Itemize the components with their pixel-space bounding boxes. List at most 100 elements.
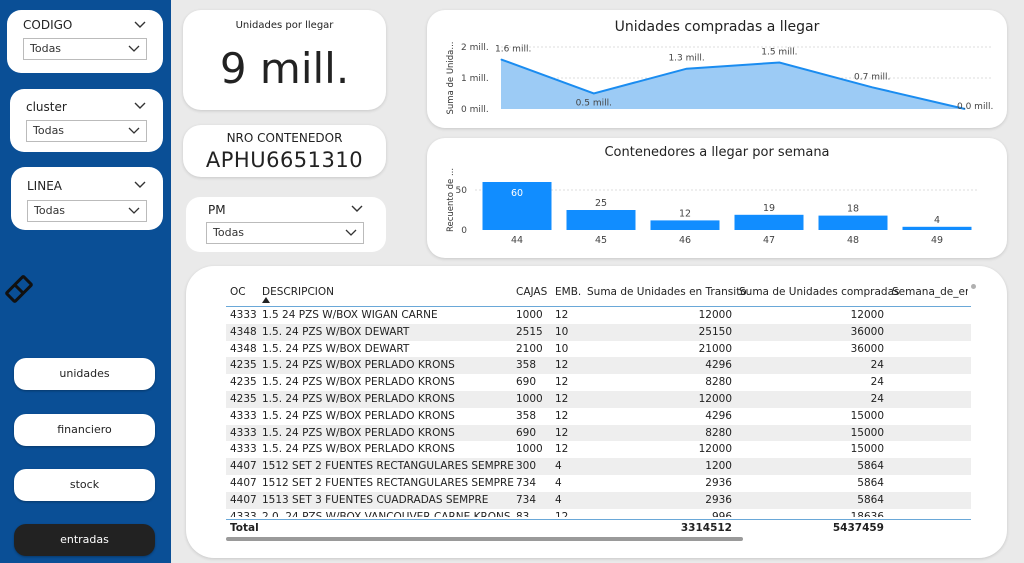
chevron-down-icon[interactable]	[350, 202, 364, 216]
table-row[interactable]: 4333 1.5. 24 PZS W/BOX PERLADO KRONS 358 12…	[226, 408, 971, 425]
cell-descripcion: 1512 SET 2 FUENTES RECTANGULARES SEMPRE	[262, 460, 514, 473]
bar-chart-bar[interactable]	[650, 220, 720, 230]
table-row[interactable]: 4333 1.5. 24 PZS W/BOX PERLADO KRONS 1000 1…	[226, 441, 971, 458]
header-oc[interactable]: OC	[230, 286, 246, 298]
bar-chart-category-label: 48	[847, 235, 859, 246]
bar-chart-category-label: 49	[931, 235, 943, 246]
bar-chart-data-label: 4	[934, 215, 940, 226]
table-row[interactable]: 4235 1.5. 24 PZS W/BOX PERLADO KRONS 358 12…	[226, 357, 971, 375]
bar-chart-category-label: 47	[763, 235, 775, 246]
table-body[interactable]: 4333 1.5 24 PZS W/BOX WIGAN CARNE 1000 12 12…	[226, 307, 971, 517]
cell-unidades-compradas: 15000	[850, 426, 884, 439]
area-chart-ylabel: Suma de Unida...	[446, 42, 456, 115]
header-emb[interactable]: EMB.	[555, 286, 582, 298]
slicer-cluster[interactable]: cluster Todas	[10, 89, 163, 152]
area-chart-point[interactable]	[686, 68, 688, 70]
cell-unidades-transito: 2936	[705, 493, 732, 506]
chevron-down-icon[interactable]	[133, 99, 147, 113]
horizontal-scrollbar[interactable]	[226, 537, 743, 541]
cell-unidades-compradas: 15000	[850, 443, 884, 456]
eraser-icon[interactable]	[2, 272, 36, 306]
header-descripcion[interactable]: DESCRIPCION	[262, 286, 334, 298]
area-chart-point[interactable]	[871, 86, 873, 88]
cell-unidades-transito: 21000	[698, 342, 732, 355]
bar-chart-bar[interactable]	[482, 182, 552, 230]
cell-descripcion: 1.5 24 PZS W/BOX WIGAN CARNE	[262, 309, 438, 321]
cell-cajas: 358	[516, 359, 537, 372]
nav-unidades-button[interactable]: unidades	[14, 358, 155, 390]
area-chart-point[interactable]	[964, 108, 966, 110]
area-chart-data-label: 1.6 mill.	[495, 44, 531, 54]
bar-chart-bar[interactable]	[566, 210, 636, 230]
area-chart-series-line[interactable]	[500, 58, 966, 110]
area-chart-data-label: 0.0 mill.	[957, 102, 993, 112]
slicer-pm-dropdown[interactable]: Todas	[206, 222, 364, 244]
bar-chart-ytick: 0	[461, 226, 467, 236]
total-compradas: 5437459	[832, 522, 884, 534]
cell-oc: 4407	[230, 476, 257, 489]
area-chart-point[interactable]	[778, 62, 780, 63]
cell-cajas: 2515	[516, 325, 543, 338]
bar-chart-bar[interactable]	[734, 214, 804, 230]
table-row[interactable]: 4333 2.0. 24 PZS W/BOX VANCOUVER CARNE KR…	[226, 509, 971, 517]
table-row[interactable]: 4407 1512 SET 2 FUENTES RECTANGULARES SEM…	[226, 458, 971, 475]
bar-chart-ylabel: Recuento de ...	[446, 168, 456, 232]
table-row[interactable]: 4407 1512 SET 2 FUENTES RECTANGULARES SEM…	[226, 475, 971, 492]
cell-descripcion: 1.5. 24 PZS W/BOX PERLADO KRONS	[262, 443, 455, 456]
slicer-pm[interactable]: PM Todas	[186, 197, 386, 252]
bar-chart-bar[interactable]	[902, 226, 972, 230]
chevron-down-icon[interactable]	[133, 178, 147, 192]
container-value: APHU6651310	[205, 148, 364, 172]
cell-unidades-transito: 8280	[705, 376, 732, 389]
cell-cajas: 358	[516, 409, 537, 422]
cell-descripcion: 1.5. 24 PZS W/BOX DEWART	[262, 342, 410, 355]
header-unidades-transito[interactable]: Suma de Unidades en Transito	[587, 286, 747, 298]
nav-stock-button[interactable]: stock	[14, 469, 155, 501]
slicer-codigo-dropdown[interactable]: Todas	[23, 38, 147, 60]
bar-chart-category-label: 45	[595, 235, 607, 246]
nav-financiero-button[interactable]: financiero	[14, 414, 155, 446]
table-row[interactable]: 4333 1.5. 24 PZS W/BOX PERLADO KRONS 690 12…	[226, 424, 971, 442]
slicer-cluster-dropdown[interactable]: Todas	[26, 120, 147, 142]
cell-oc: 4235	[230, 392, 257, 405]
table-row[interactable]: 4407 1513 SET 3 FUENTES CUADRADAS SEMPRE 7…	[226, 491, 971, 509]
cell-oc: 4235	[230, 376, 257, 389]
cell-cajas: 83	[516, 510, 530, 517]
slicer-codigo[interactable]: CODIGO Todas	[7, 10, 163, 73]
bar-chart-category-label: 46	[679, 235, 691, 246]
cell-unidades-transito: 25150	[698, 325, 732, 338]
table-row[interactable]: 4348 1.5. 24 PZS W/BOX DEWART 2515 10 25150 3…	[226, 323, 971, 341]
nav-entradas-button[interactable]: entradas	[14, 524, 155, 556]
cell-descripcion: 2.0. 24 PZS W/BOX VANCOUVER CARNE KRONS	[262, 510, 511, 517]
vertical-scrollbar[interactable]	[971, 284, 976, 289]
bar-chart-category-label: 44	[511, 235, 523, 246]
cell-oc: 4407	[230, 493, 257, 506]
area-chart-data-label: 0.7 mill.	[854, 72, 890, 82]
slicer-linea[interactable]: LINEA Todas	[11, 167, 163, 230]
table-row[interactable]: 4333 1.5 24 PZS W/BOX WIGAN CARNE 1000 12 12…	[226, 307, 971, 324]
header-unidades-compradas[interactable]: Suma de Unidades compradas	[739, 286, 900, 298]
slicer-linea-dropdown[interactable]: Todas	[27, 200, 147, 222]
cell-oc: 4235	[230, 359, 257, 372]
table-row[interactable]: 4235 1.5. 24 PZS W/BOX PERLADO KRONS 1000 1…	[226, 390, 971, 408]
table-row[interactable]: 4348 1.5. 24 PZS W/BOX DEWART 2100 10 21000 3…	[226, 341, 971, 358]
bar-chart-bar[interactable]	[818, 215, 888, 230]
cell-descripcion: 1.5. 24 PZS W/BOX PERLADO KRONS	[262, 426, 455, 439]
chevron-down-icon	[345, 229, 357, 236]
header-semana[interactable]: Semana_de_entr	[892, 286, 968, 298]
cell-oc: 4333	[230, 443, 257, 456]
cell-oc: 4407	[230, 460, 257, 473]
kpi-label: Unidades por llegar	[235, 20, 334, 31]
area-chart-point[interactable]	[593, 93, 595, 94]
kpi-card-unidades: Unidades por llegar 9 mill.	[183, 10, 386, 110]
area-chart-data-label: 1.5 mill.	[761, 48, 797, 58]
chevron-down-icon[interactable]	[133, 18, 147, 32]
chevron-down-icon	[128, 207, 140, 214]
bar-chart-data-label: 25	[595, 198, 607, 209]
cell-unidades-transito: 12000	[698, 309, 732, 321]
header-cajas[interactable]: CAJAS	[516, 286, 548, 298]
cell-cajas: 734	[516, 493, 537, 506]
table-row[interactable]: 4235 1.5. 24 PZS W/BOX PERLADO KRONS 690 12…	[226, 374, 971, 391]
cell-unidades-compradas: 15000	[850, 409, 884, 422]
area-chart-point[interactable]	[500, 58, 502, 60]
